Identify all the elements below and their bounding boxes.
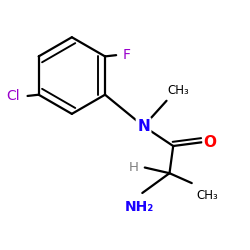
Text: CH₃: CH₃ <box>168 84 190 97</box>
Text: NH₂: NH₂ <box>125 200 154 214</box>
Text: H: H <box>129 161 138 174</box>
Text: O: O <box>204 135 216 150</box>
Text: Cl: Cl <box>6 89 20 103</box>
Text: F: F <box>122 48 130 62</box>
Text: N: N <box>137 119 150 134</box>
Text: CH₃: CH₃ <box>197 189 218 202</box>
